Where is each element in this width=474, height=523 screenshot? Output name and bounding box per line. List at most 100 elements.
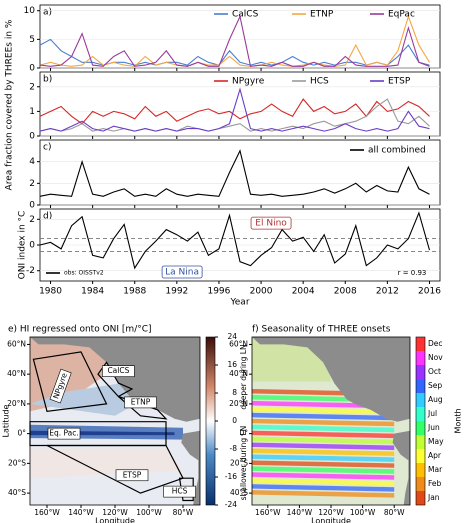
colorbar-tick-label: 24 — [227, 332, 237, 341]
region-label: ETSP — [123, 470, 142, 479]
y-tick-label: 2 — [29, 179, 35, 189]
y-axis-label: ONI index in °C — [18, 211, 28, 280]
colorbar-tick-label: 8 — [232, 388, 237, 397]
y-tick-label: 60°N — [229, 339, 248, 348]
field-band — [252, 436, 395, 444]
legend-label: obs: OISSTv2 — [64, 270, 104, 277]
field-band — [252, 430, 395, 439]
x-axis-label: Year — [229, 298, 249, 308]
region-label-box — [124, 396, 157, 409]
colorbar-segment — [416, 477, 425, 491]
y-tick-label: 20°S — [230, 458, 248, 467]
y-tick-label: 2 — [29, 82, 35, 92]
x-tick-label: 80°W — [173, 508, 194, 517]
x-tick-label: 140°W — [68, 508, 94, 517]
series-line — [39, 14, 430, 67]
colorbar-frame — [415, 336, 426, 506]
colorbar-tick-label: Jun — [427, 423, 440, 432]
x-tick-label: 1988 — [123, 287, 146, 297]
colorbar-tick-label: Jan — [427, 493, 440, 502]
x-axis-label: Longitude — [95, 517, 135, 523]
colorbar-tick-label: -8 — [230, 444, 238, 453]
y-tick-label: 20°S — [8, 458, 26, 467]
colorbar-segment — [416, 491, 425, 505]
y-tick-label: 40°N — [7, 369, 26, 378]
legend-label: ETSP — [388, 77, 411, 87]
field-band — [252, 472, 395, 480]
y-tick-label: 60°N — [7, 339, 26, 348]
region-label-box — [115, 469, 149, 482]
annotation-box — [161, 265, 203, 279]
region-label-box — [163, 485, 196, 498]
y-tick-label: 40°S — [8, 488, 26, 497]
field-band — [252, 406, 395, 415]
y-tick-label: 0 — [29, 241, 35, 251]
x-tick-label: 1996 — [207, 287, 230, 297]
colorbar-tick-label: Dec — [428, 339, 443, 348]
x-tick-label: 160°W — [255, 508, 281, 517]
field-band — [252, 490, 395, 498]
panel-label: c) — [43, 143, 51, 153]
legend-label: EqPac — [388, 10, 415, 20]
y-tick-label: 10 — [24, 6, 36, 16]
y-tick-label: 0° — [17, 429, 26, 438]
region-label-box — [49, 368, 72, 404]
field-band — [252, 418, 395, 427]
y-tick-label: 0 — [29, 64, 35, 74]
colorbar-tick-label: Jul — [427, 409, 437, 418]
colorbar-segment — [416, 337, 425, 351]
region-label-box — [47, 427, 81, 440]
colorbar-segment — [416, 435, 425, 449]
land-north-america — [30, 337, 200, 422]
colorbar-segment — [416, 421, 425, 435]
region-label: CalCS — [107, 366, 129, 375]
shared-y-label: Area fraction covered by THREEs in % — [5, 19, 15, 190]
x-axis-label: Longitude — [311, 517, 351, 523]
field-band — [252, 412, 395, 421]
series-line — [39, 149, 430, 197]
field-mid — [30, 381, 149, 416]
x-tick-label: 1980 — [39, 287, 62, 297]
annotation: La Nina — [165, 268, 199, 278]
y-tick-label: 40°S — [230, 488, 248, 497]
field-band — [252, 442, 395, 450]
field-band — [252, 424, 395, 433]
colorbar-tick-label: Nov — [428, 353, 443, 362]
field-band — [252, 484, 395, 492]
x-tick-label: 100°W — [136, 508, 162, 517]
panel-label: b) — [43, 75, 52, 85]
colorbar-label: shallower during LN — [239, 426, 248, 501]
colorbar-tick-label: 0 — [232, 416, 237, 425]
colorbar-tick-label: Feb — [428, 479, 442, 488]
colorbar-segment — [416, 365, 425, 379]
colorbar-label: deeper during LN — [239, 344, 248, 409]
colorbar-segment — [416, 449, 425, 463]
colorbar — [205, 336, 216, 506]
land-south-america — [181, 430, 200, 505]
colorbar-tick-label: Apr — [428, 451, 442, 460]
x-tick-label: 2000 — [250, 287, 273, 297]
y-tick-label: 20°N — [229, 399, 248, 408]
region-label-box — [102, 365, 135, 377]
map-title: f) Seasonality of THREE onsets — [252, 325, 391, 335]
colorbar-segment — [416, 393, 425, 407]
land-north-america — [252, 337, 410, 422]
y-axis-label: Latitude — [2, 404, 11, 437]
region-label: HCS — [172, 487, 188, 496]
panel-label: d) — [43, 212, 52, 222]
series-line — [39, 98, 430, 125]
y-tick-label: -2 — [26, 266, 35, 276]
field-band — [252, 454, 395, 462]
y-tick-label: 20°N — [7, 399, 26, 408]
y-tick-label: 1 — [29, 107, 35, 117]
y-tick-label: 0 — [29, 132, 35, 142]
colorbar-segment — [416, 463, 425, 477]
y-tick-label: 40°N — [229, 369, 248, 378]
x-tick-label: 160°W — [34, 508, 60, 517]
x-tick-label: 120°W — [102, 508, 128, 517]
region-outline — [32, 351, 108, 412]
y-tick-label: 0° — [239, 429, 248, 438]
field-band — [252, 400, 395, 409]
annotation: r = 0.93 — [398, 269, 427, 277]
